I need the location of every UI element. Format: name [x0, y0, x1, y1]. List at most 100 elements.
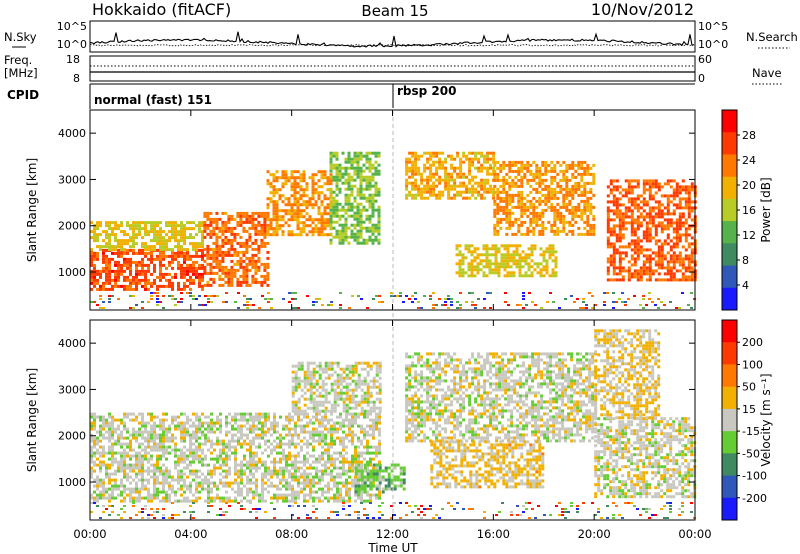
heatmap-cell [141, 481, 144, 485]
heatmap-cell [105, 463, 108, 467]
heatmap-cell [303, 454, 306, 458]
heatmap-cell [456, 166, 460, 170]
heatmap-cell [618, 227, 622, 231]
heatmap-cell [318, 460, 321, 464]
heatmap-cell [477, 184, 481, 188]
heatmap-cell [189, 266, 192, 270]
heatmap-cell [474, 166, 478, 170]
heatmap-cell [144, 436, 147, 440]
heatmap-cell [275, 212, 279, 216]
heatmap-cell [666, 242, 670, 246]
heatmap-cell [227, 271, 231, 275]
heatmap-cell [150, 272, 153, 276]
heatmap-cell [535, 187, 539, 191]
heatmap-cell [159, 424, 162, 428]
heatmap-cell [144, 275, 147, 279]
heatmap-cell [153, 227, 156, 231]
heatmap-cell [308, 176, 312, 180]
heatmap-cell [368, 202, 372, 206]
heatmap-cell [553, 169, 557, 173]
heatmap-cell [621, 212, 625, 216]
heatmap-cell [245, 262, 249, 266]
heatmap-cell [195, 451, 198, 455]
heatmap-cell [126, 266, 129, 270]
heatmap-cell [255, 454, 258, 458]
heatmap-cell [474, 175, 478, 179]
heatmap-cell [111, 448, 114, 452]
heatmap-cell [171, 266, 174, 270]
heatmap-cell [254, 217, 258, 221]
heatmap-cell [144, 424, 147, 428]
heatmap-cell [627, 209, 631, 213]
heatmap-cell [486, 172, 490, 176]
heatmap-cell [502, 205, 506, 209]
heatmap-cell [261, 295, 264, 297]
heatmap-cell [93, 445, 96, 449]
heatmap-cell [177, 266, 180, 270]
heatmap-cell [368, 187, 372, 191]
heatmap-cell [239, 223, 243, 227]
heatmap-cell [297, 466, 300, 470]
heatmap-cell [299, 203, 303, 207]
heatmap-cell [218, 217, 222, 221]
heatmap-cell [132, 239, 135, 243]
heatmap-cell [335, 199, 339, 203]
heatmap-cell [344, 199, 348, 203]
heatmap-cell [633, 233, 637, 237]
heatmap-cell [183, 260, 186, 264]
heatmap-cell [102, 445, 105, 449]
heatmap-cell [690, 275, 694, 279]
heatmap-cell [153, 463, 156, 467]
heatmap-cell [447, 196, 451, 200]
heatmap-cell [374, 169, 378, 173]
heatmap-cell [203, 235, 207, 239]
heatmap-cell [219, 499, 222, 503]
heatmap-cell [99, 415, 102, 419]
heatmap-cell [577, 193, 581, 197]
heatmap-region [455, 244, 558, 278]
heatmap-cell [465, 190, 469, 194]
heatmap-cell [309, 436, 312, 440]
heatmap-cell [123, 230, 126, 234]
heatmap-cell [315, 457, 318, 461]
heatmap-cell [285, 496, 288, 500]
heatmap-cell [417, 187, 421, 191]
heatmap-cell [438, 166, 442, 170]
heatmap-cell [335, 211, 339, 215]
heatmap-cell [225, 430, 228, 434]
heatmap-cell [126, 430, 129, 434]
heatmap-cell [255, 487, 258, 491]
heatmap-cell [461, 259, 465, 263]
heatmap-cell [114, 439, 117, 443]
heatmap-cell [198, 281, 201, 285]
heatmap-cell [329, 175, 333, 179]
heatmap-cell [645, 257, 649, 261]
heatmap-cell [514, 175, 518, 179]
heatmap-cell [240, 442, 243, 446]
heatmap-cell [150, 418, 153, 422]
heatmap-cell [227, 226, 231, 230]
heatmap-cell [261, 460, 264, 464]
heatmap-cell [156, 433, 159, 437]
heatmap-cell [300, 430, 303, 434]
heatmap-cell [215, 271, 219, 275]
heatmap-region [203, 211, 270, 287]
heatmap-cell [368, 238, 372, 242]
heatmap-cell [195, 254, 198, 258]
heatmap-cell [493, 169, 497, 173]
heatmap-cell [645, 269, 649, 273]
heatmap-cell [408, 298, 411, 300]
heatmap-cell [180, 493, 183, 497]
heatmap-cell [102, 448, 105, 452]
heatmap-cell [480, 154, 484, 158]
heatmap-cell [222, 457, 225, 461]
heatmap-cell [246, 307, 249, 309]
heatmap-cell [362, 154, 366, 158]
heatmap-cell [447, 178, 451, 182]
heatmap-cell [120, 239, 123, 243]
heatmap-cell [660, 185, 664, 189]
heatmap-cell [117, 263, 120, 267]
heatmap-cell [240, 430, 243, 434]
heatmap-cell [359, 211, 363, 215]
heatmap-cell [335, 205, 339, 209]
